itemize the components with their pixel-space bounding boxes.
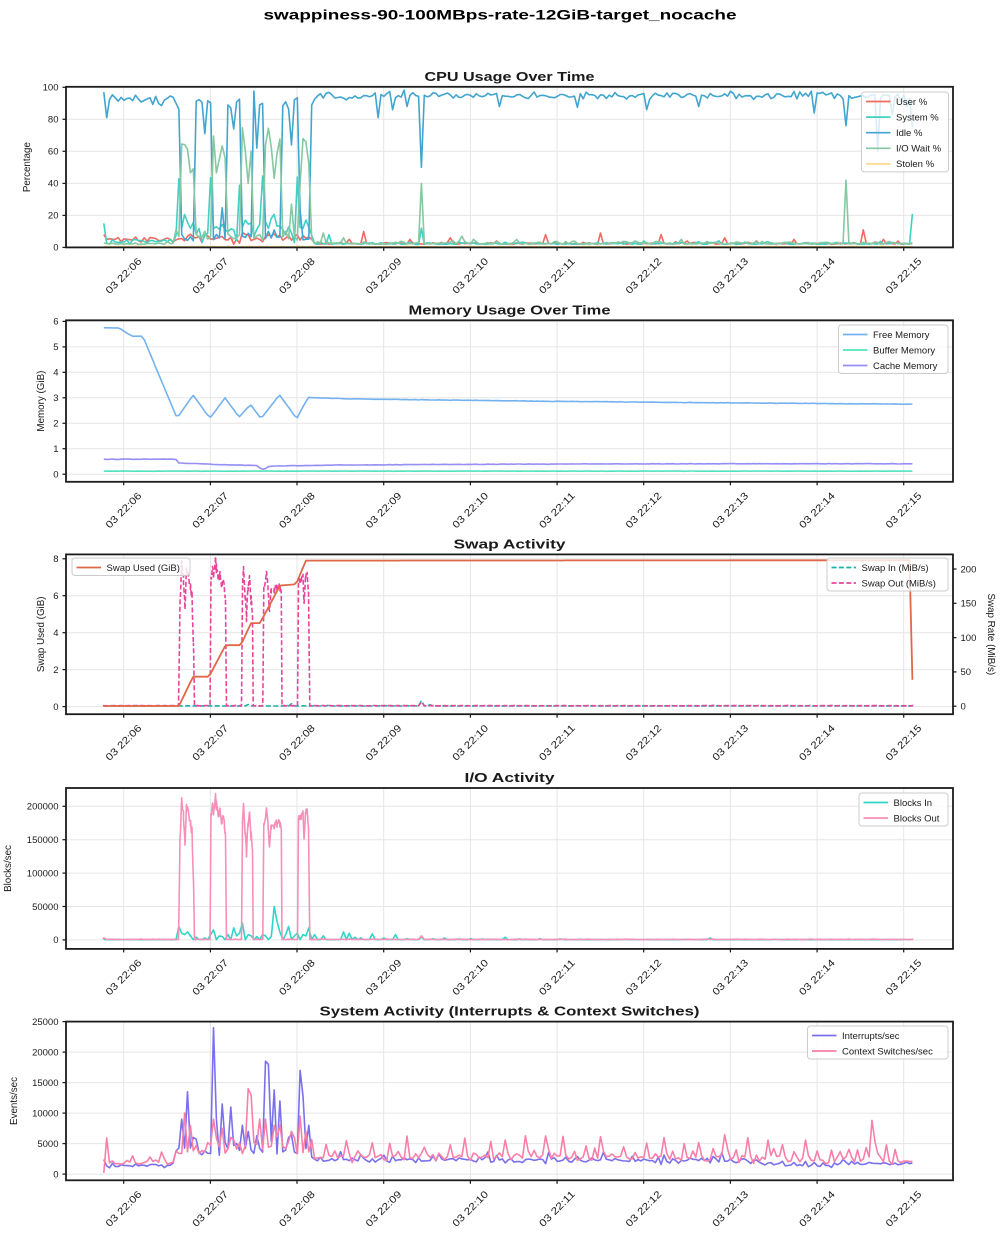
svg-text:20: 20 [48,211,59,222]
svg-text:4: 4 [53,628,58,639]
svg-text:3: 3 [53,393,58,404]
svg-text:15000: 15000 [32,1078,58,1089]
svg-text:6: 6 [53,317,58,328]
svg-text:50: 50 [961,667,972,678]
svg-text:100000: 100000 [27,868,59,879]
svg-text:CPU Usage Over Time: CPU Usage Over Time [425,69,595,84]
svg-text:I/O Wait %: I/O Wait % [896,144,942,155]
svg-text:10000: 10000 [32,1108,58,1119]
svg-text:Context Switches/sec: Context Switches/sec [842,1046,933,1057]
svg-text:80: 80 [48,115,59,126]
svg-text:50000: 50000 [32,902,58,913]
svg-text:Percentage: Percentage [22,141,33,192]
svg-text:100: 100 [961,633,977,644]
svg-text:Idle %: Idle % [896,128,923,139]
svg-text:Blocks In: Blocks In [894,798,933,809]
svg-text:0: 0 [53,243,58,254]
svg-text:5000: 5000 [37,1139,58,1150]
svg-text:6: 6 [53,591,58,602]
svg-text:Free Memory: Free Memory [873,330,930,341]
svg-text:Swap Out (MiB/s): Swap Out (MiB/s) [862,578,936,589]
svg-text:1: 1 [53,444,58,455]
svg-text:20000: 20000 [32,1047,58,1058]
svg-text:System %: System % [896,112,939,123]
svg-text:Memory (GiB): Memory (GiB) [36,371,47,432]
svg-text:0: 0 [53,470,58,481]
svg-text:Swap Used (GiB): Swap Used (GiB) [107,563,180,574]
svg-text:Memory Usage Over Time: Memory Usage Over Time [409,302,611,317]
svg-text:200000: 200000 [27,802,59,813]
svg-text:Cache Memory: Cache Memory [873,361,938,372]
svg-text:swappiness-90-100MBps-rate-12G: swappiness-90-100MBps-rate-12GiB-target_… [264,7,737,23]
svg-text:Swap Used (GiB): Swap Used (GiB) [36,596,47,672]
svg-text:25000: 25000 [32,1017,58,1028]
svg-text:40: 40 [48,179,59,190]
svg-text:Blocks/sec: Blocks/sec [3,845,14,892]
svg-text:Blocks Out: Blocks Out [894,813,940,824]
svg-text:Swap In (MiB/s): Swap In (MiB/s) [862,563,929,574]
svg-text:0: 0 [53,935,58,946]
svg-text:8: 8 [53,554,58,565]
svg-text:60: 60 [48,147,59,158]
svg-text:Swap Activity: Swap Activity [454,536,567,551]
svg-text:150000: 150000 [27,835,59,846]
svg-text:Stolen %: Stolen % [896,159,935,170]
svg-text:0: 0 [53,1169,58,1180]
svg-text:150: 150 [961,599,977,610]
svg-text:2: 2 [53,419,58,430]
svg-text:User %: User % [896,97,928,108]
svg-text:200: 200 [961,564,977,575]
svg-text:Swap Rate (MiB/s): Swap Rate (MiB/s) [985,593,996,675]
svg-text:0: 0 [53,702,58,713]
svg-text:2: 2 [53,665,58,676]
svg-text:Buffer Memory: Buffer Memory [873,345,935,356]
svg-text:Interrupts/sec: Interrupts/sec [842,1031,900,1042]
svg-text:0: 0 [961,702,966,713]
svg-text:Events/sec: Events/sec [9,1077,20,1125]
svg-text:I/O Activity: I/O Activity [465,770,556,785]
svg-text:4: 4 [53,368,58,379]
svg-text:100: 100 [43,83,59,94]
svg-text:5: 5 [53,342,58,353]
svg-text:System Activity (Interrupts &: System Activity (Interrupts & Context Sw… [320,1004,700,1019]
